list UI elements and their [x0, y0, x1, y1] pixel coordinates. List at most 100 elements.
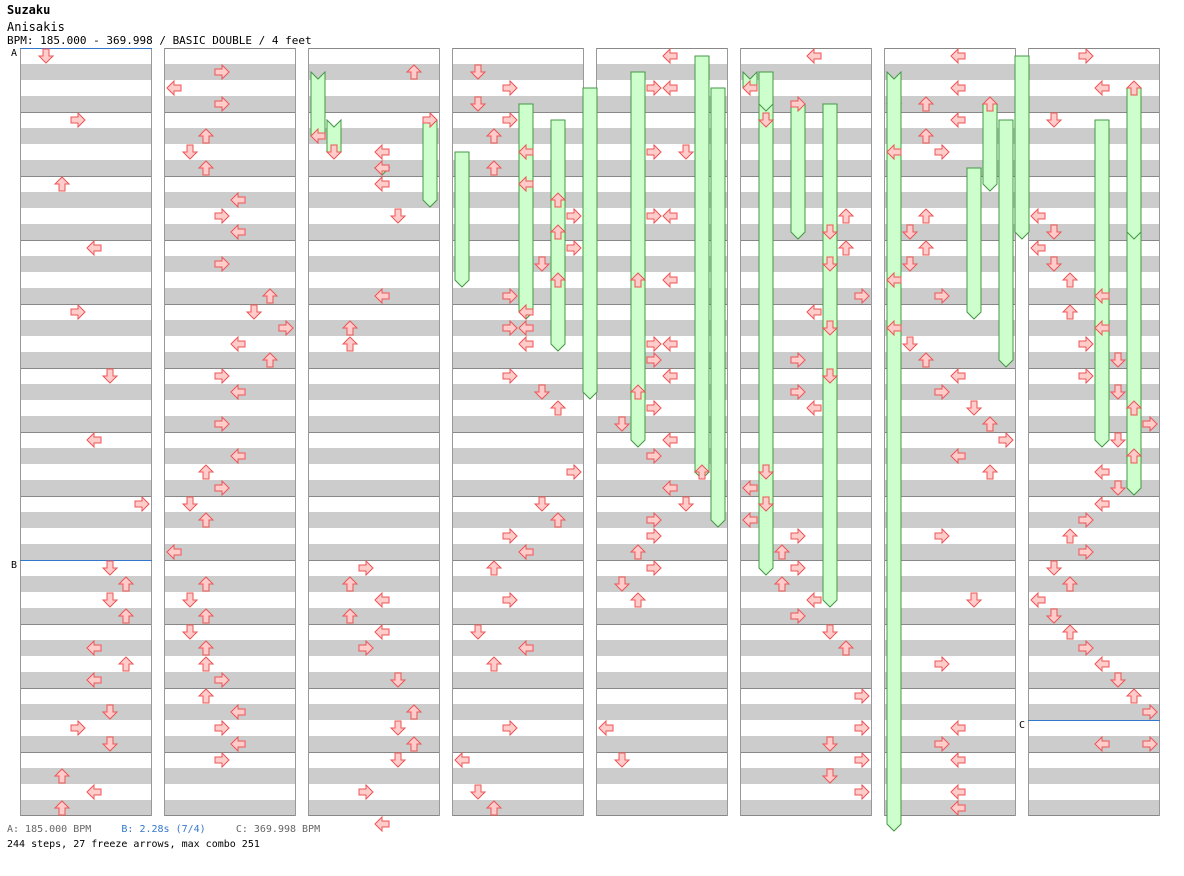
- right-arrow-icon: [646, 447, 662, 465]
- measure-line: [453, 48, 583, 49]
- measure-line: [165, 112, 295, 113]
- left-arrow-icon: [518, 335, 534, 353]
- measure-line: [453, 624, 583, 625]
- left-arrow-icon: [230, 447, 246, 465]
- up-arrow-icon: [837, 208, 855, 224]
- down-arrow-icon: [677, 144, 695, 160]
- measure-line: [165, 368, 295, 369]
- down-arrow-icon: [613, 416, 631, 432]
- freeze-arrow: [630, 71, 646, 448]
- measure-line: [885, 752, 1015, 753]
- down-arrow-icon: [677, 496, 695, 512]
- right-arrow-icon: [1078, 47, 1094, 65]
- freeze-arrows: [310, 55, 1143, 832]
- left-arrow-icon: [806, 47, 822, 65]
- freeze-arrow: [1125, 80, 1143, 240]
- left-arrow-icon: [230, 703, 246, 721]
- speed-marker-line: [20, 560, 152, 561]
- up-arrow-icon: [53, 800, 71, 816]
- up-arrow-icon: [917, 208, 935, 224]
- right-arrow-icon: [502, 527, 518, 545]
- left-arrow-icon: [230, 735, 246, 753]
- measure-line: [165, 176, 295, 177]
- up-arrow-icon: [629, 384, 647, 400]
- down-arrow-icon: [181, 624, 199, 640]
- measure-line: [1029, 368, 1159, 369]
- left-arrow-icon: [662, 207, 678, 225]
- right-arrow-icon: [854, 687, 870, 705]
- measure-line: [741, 368, 871, 369]
- right-arrow-icon: [1078, 639, 1094, 657]
- up-arrow-icon: [917, 352, 935, 368]
- measure-line: [309, 432, 439, 433]
- measure-line: [597, 240, 727, 241]
- left-arrow-icon: [662, 47, 678, 65]
- up-arrow-icon: [485, 656, 503, 672]
- measure-line: [21, 496, 151, 497]
- right-arrow-icon: [934, 527, 950, 545]
- measure-line: [741, 752, 871, 753]
- measure-line: [885, 304, 1015, 305]
- down-arrow-icon: [101, 592, 119, 608]
- left-arrow-icon: [950, 751, 966, 769]
- up-arrow-icon: [197, 656, 215, 672]
- right-arrow-icon: [214, 367, 230, 385]
- measure-line: [1029, 815, 1159, 816]
- down-arrow-icon: [533, 496, 551, 512]
- measure-line: [453, 240, 583, 241]
- right-arrow-icon: [646, 207, 662, 225]
- up-arrow-icon: [549, 192, 567, 208]
- freeze-arrow: [518, 103, 534, 320]
- measure-line: [1029, 48, 1159, 49]
- measure-line: [165, 240, 295, 241]
- left-arrow-icon: [230, 335, 246, 353]
- right-arrow-icon: [214, 719, 230, 737]
- down-arrow-icon: [1045, 256, 1063, 272]
- left-arrow-icon: [166, 543, 182, 561]
- up-arrow-icon: [117, 608, 135, 624]
- left-arrow-icon: [518, 319, 534, 337]
- measure-line: [165, 560, 295, 561]
- measure-line: [165, 48, 295, 49]
- down-arrow-icon: [469, 784, 487, 800]
- left-arrow-icon: [886, 271, 902, 289]
- left-arrow-icon: [662, 479, 678, 497]
- measure-line: [21, 688, 151, 689]
- left-arrow-icon: [1094, 463, 1110, 481]
- measure-line: [741, 560, 871, 561]
- down-arrow-icon: [533, 256, 551, 272]
- measure-line: [1029, 560, 1159, 561]
- left-arrow-icon: [1030, 591, 1046, 609]
- right-arrow-icon: [854, 719, 870, 737]
- left-arrow-icon: [1094, 79, 1110, 97]
- down-arrow-icon: [965, 400, 983, 416]
- left-arrow-icon: [166, 79, 182, 97]
- measure-line: [741, 48, 871, 49]
- left-arrow-icon: [374, 143, 390, 161]
- right-arrow-icon: [358, 639, 374, 657]
- left-arrow-icon: [598, 719, 614, 737]
- up-arrow-icon: [629, 592, 647, 608]
- up-arrow-icon: [485, 560, 503, 576]
- down-arrow-icon: [245, 304, 263, 320]
- down-arrow-icon: [821, 224, 839, 240]
- left-arrow-icon: [662, 335, 678, 353]
- up-arrow-icon: [197, 608, 215, 624]
- up-arrow-icon: [485, 160, 503, 176]
- down-arrow-icon: [821, 768, 839, 784]
- measure-line: [741, 240, 871, 241]
- measure-line: [741, 304, 871, 305]
- left-arrow-icon: [1094, 655, 1110, 673]
- up-arrow-icon: [549, 224, 567, 240]
- left-arrow-icon: [230, 223, 246, 241]
- chart-column: [20, 48, 152, 816]
- up-arrow-icon: [117, 576, 135, 592]
- down-arrow-icon: [821, 320, 839, 336]
- left-arrow-icon: [230, 383, 246, 401]
- measure-line: [885, 368, 1015, 369]
- measure-line: [1029, 176, 1159, 177]
- left-arrow-icon: [950, 719, 966, 737]
- freeze-arrow: [981, 96, 999, 192]
- measure-line: [309, 112, 439, 113]
- right-arrow-icon: [502, 719, 518, 737]
